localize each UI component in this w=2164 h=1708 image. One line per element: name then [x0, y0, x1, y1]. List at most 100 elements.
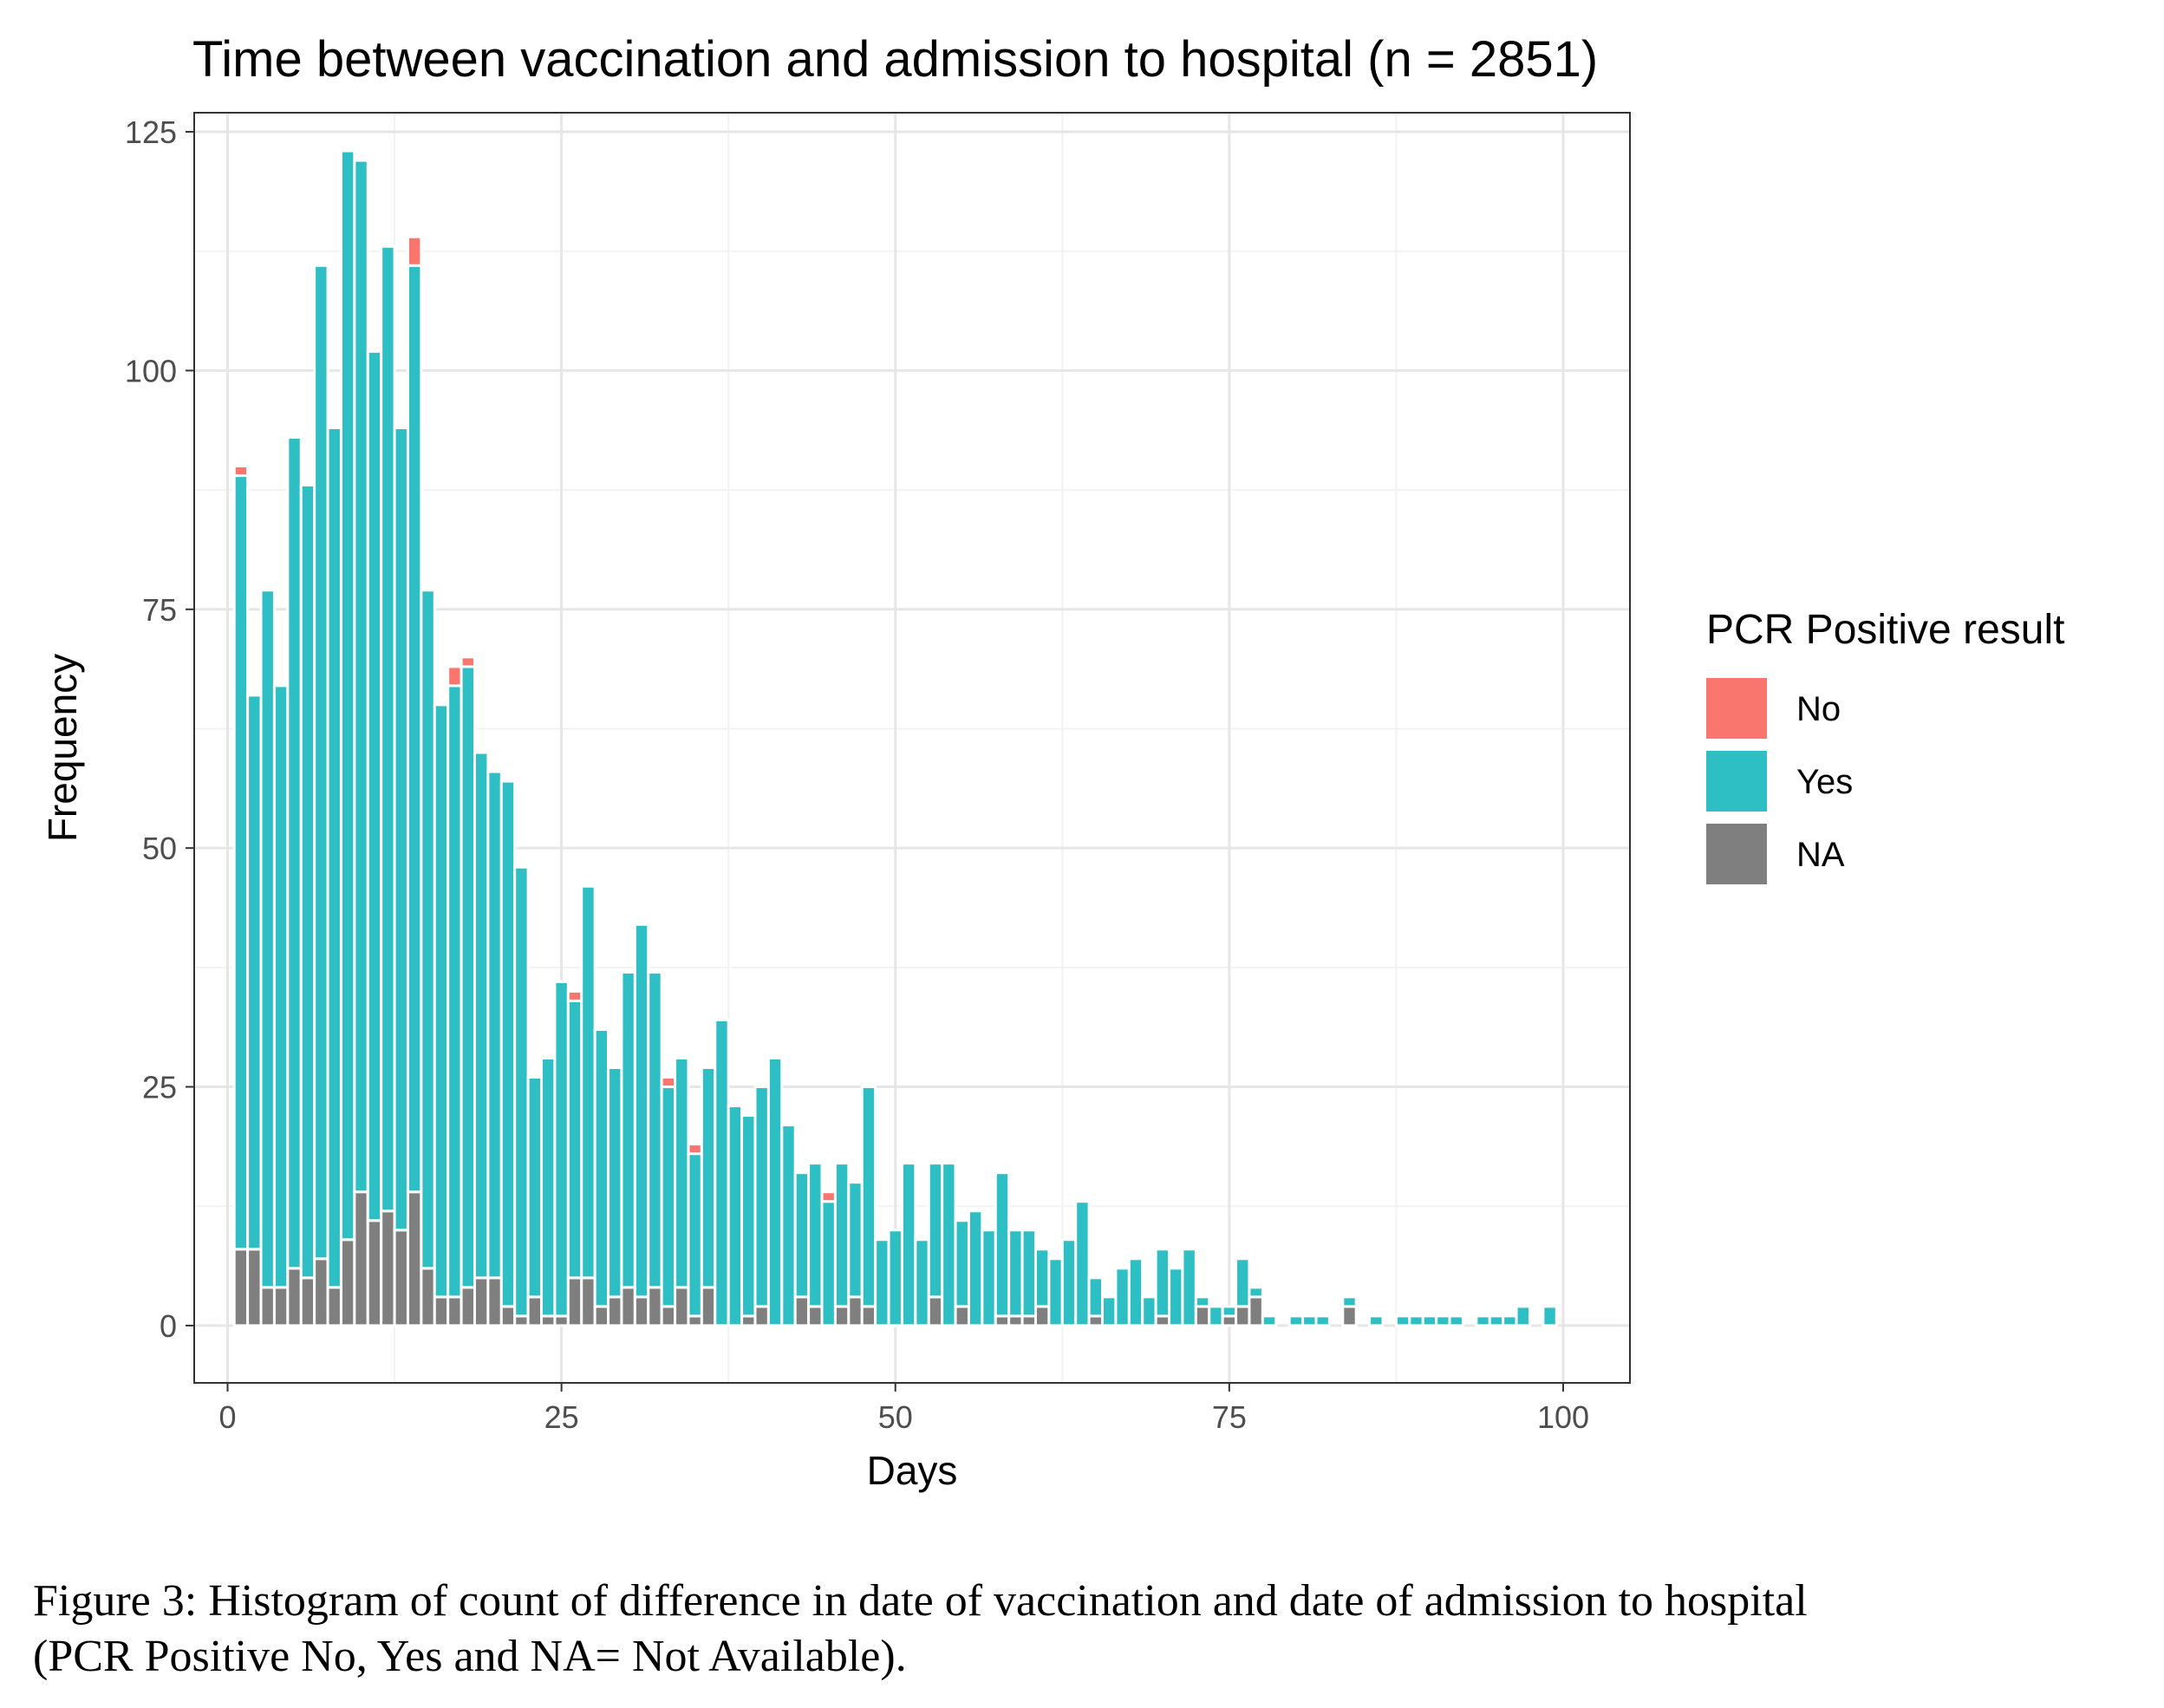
- bar-yes-day-35: [687, 1152, 703, 1318]
- bar-no-day-17: [446, 665, 463, 688]
- bar-yes-day-67: [1114, 1267, 1131, 1327]
- bar-na-day-15: [420, 1267, 436, 1327]
- bar-na-day-21: [499, 1305, 517, 1327]
- bar-yes-day-18: [460, 665, 476, 1289]
- legend-swatch-yes: [1706, 751, 1767, 812]
- bar-na-day-5: [286, 1267, 303, 1327]
- bar-yes-day-8: [326, 426, 342, 1289]
- bar-yes-day-52: [914, 1238, 930, 1327]
- bar-na-day-10: [353, 1190, 369, 1327]
- bar-na-day-20: [486, 1276, 503, 1327]
- bar-yes-day-32: [647, 970, 663, 1289]
- plot-border: [193, 112, 1631, 1384]
- bar-yes-day-54: [941, 1162, 957, 1327]
- bar-na-day-12: [380, 1209, 396, 1327]
- y-tick-label: 125: [125, 114, 177, 150]
- bar-yes-day-61: [1033, 1248, 1051, 1308]
- bar-no-day-14: [406, 235, 423, 267]
- bar-yes-day-57: [981, 1229, 997, 1327]
- bar-yes-day-42: [780, 1124, 797, 1327]
- bar-yes-day-13: [393, 426, 409, 1232]
- y-tick-label: 75: [142, 592, 177, 628]
- y-tick-label: 0: [160, 1308, 177, 1344]
- x-tick-label: 25: [544, 1399, 579, 1435]
- y-tick-label: 50: [142, 831, 177, 866]
- bar-na-day-46: [833, 1305, 851, 1327]
- bar-yes-day-58: [994, 1171, 1011, 1318]
- bar-yes-day-17: [446, 684, 463, 1299]
- bar-yes-day-96: [1502, 1314, 1518, 1327]
- bars-layer: [232, 149, 1558, 1327]
- bar-no-day-26: [566, 989, 583, 1002]
- bar-na-day-22: [513, 1314, 530, 1327]
- bar-na-day-18: [460, 1286, 476, 1327]
- bar-yes-day-22: [513, 865, 530, 1318]
- bar-yes-day-88: [1394, 1314, 1411, 1327]
- bar-na-day-44: [807, 1305, 824, 1327]
- bar-na-day-34: [674, 1286, 690, 1327]
- bar-yes-day-56: [967, 1209, 984, 1327]
- bar-yes-day-26: [566, 999, 583, 1280]
- bar-yes-day-6: [299, 484, 316, 1280]
- bar-yes-day-74: [1208, 1305, 1224, 1327]
- bar-yes-day-92: [1448, 1314, 1464, 1327]
- bar-na-day-48: [860, 1305, 877, 1327]
- bar-yes-day-38: [727, 1105, 744, 1327]
- bar-na-day-23: [526, 1295, 544, 1327]
- bar-na-day-11: [366, 1219, 383, 1327]
- bar-yes-day-69: [1141, 1295, 1157, 1327]
- bar-yes-day-72: [1181, 1248, 1197, 1327]
- bar-yes-day-4: [272, 684, 290, 1289]
- bar-yes-day-37: [714, 1018, 730, 1327]
- bar-na-day-60: [1020, 1314, 1037, 1327]
- bar-na-day-65: [1087, 1314, 1105, 1327]
- bar-yes-day-51: [900, 1162, 917, 1327]
- bar-no-day-35: [687, 1143, 703, 1156]
- bar-na-day-55: [954, 1305, 970, 1327]
- bar-no-day-45: [820, 1190, 837, 1203]
- bar-yes-day-70: [1154, 1248, 1171, 1318]
- caption-line-1: Figure 3: Histogram of count of differen…: [33, 1576, 1808, 1626]
- bar-yes-day-78: [1261, 1314, 1278, 1327]
- x-tick-label: 100: [1537, 1399, 1589, 1435]
- bar-na-day-9: [339, 1238, 356, 1327]
- bar-na-day-39: [740, 1314, 757, 1327]
- bar-yes-day-84: [1341, 1295, 1358, 1308]
- bar-yes-day-27: [580, 884, 596, 1280]
- bar-na-day-30: [620, 1286, 636, 1327]
- bar-na-day-35: [687, 1314, 703, 1327]
- bar-yes-day-50: [887, 1229, 903, 1327]
- bar-na-day-19: [473, 1276, 490, 1327]
- legend-label-yes: Yes: [1796, 763, 1853, 801]
- bar-na-day-26: [566, 1276, 583, 1327]
- bar-yes-day-60: [1020, 1229, 1037, 1318]
- bar-na-day-33: [660, 1305, 677, 1327]
- bar-no-day-33: [660, 1076, 677, 1089]
- bar-yes-day-16: [433, 703, 450, 1299]
- x-tick-label: 75: [1212, 1399, 1247, 1435]
- bar-yes-day-82: [1314, 1314, 1331, 1327]
- bar-yes-day-99: [1542, 1305, 1558, 1327]
- legend: PCR Positive result No Yes NA: [1706, 607, 2064, 884]
- bar-yes-day-45: [820, 1200, 837, 1327]
- bar-no-day-1: [232, 465, 250, 478]
- bar-yes-day-77: [1248, 1286, 1264, 1299]
- bar-na-day-6: [299, 1276, 316, 1327]
- bar-yes-day-31: [633, 922, 650, 1299]
- bar-na-day-58: [994, 1314, 1011, 1327]
- bar-na-day-31: [633, 1295, 650, 1327]
- bar-yes-day-23: [526, 1076, 544, 1299]
- bar-na-day-43: [793, 1295, 811, 1327]
- bar-yes-day-46: [833, 1162, 851, 1308]
- bar-na-day-8: [326, 1286, 342, 1327]
- bar-na-day-61: [1033, 1305, 1051, 1327]
- bar-na-day-53: [927, 1295, 944, 1327]
- bar-na-day-40: [753, 1305, 770, 1327]
- bar-yes-day-15: [420, 589, 436, 1270]
- bar-yes-day-3: [259, 589, 276, 1289]
- x-tick-label: 0: [218, 1399, 236, 1435]
- bar-na-day-27: [580, 1276, 596, 1327]
- y-axis-label: Frequency: [40, 654, 85, 842]
- bar-yes-day-59: [1007, 1229, 1024, 1318]
- bar-na-day-28: [593, 1305, 610, 1327]
